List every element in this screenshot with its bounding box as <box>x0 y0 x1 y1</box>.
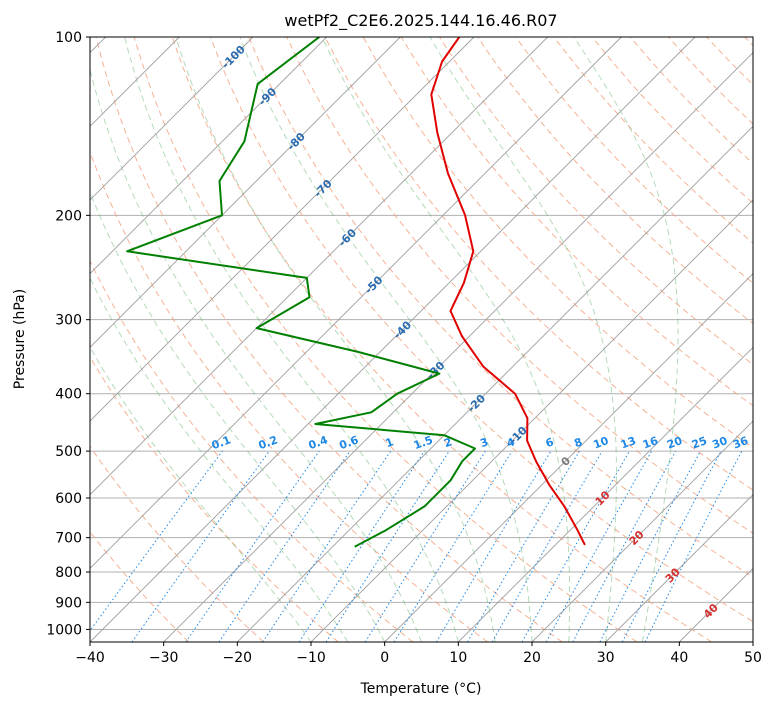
mixing-ratio-label: 0.1 <box>210 433 233 452</box>
y-tick-label: 200 <box>55 208 82 224</box>
mixing-ratio-line <box>185 450 320 642</box>
x-tick-label: 40 <box>670 650 688 666</box>
mixing-ratio-line <box>218 450 351 642</box>
y-tick-label: 100 <box>55 30 82 46</box>
moist-adiabat <box>90 277 349 642</box>
moist-adiabat <box>90 67 422 642</box>
dry-adiabats <box>90 37 753 642</box>
isotherm-line <box>90 37 475 422</box>
isotherm-line <box>237 125 753 642</box>
dewpoint-profile-line <box>126 37 476 548</box>
mixing-ratio-lines <box>90 450 743 642</box>
mixing-ratio-line <box>131 450 270 642</box>
dry-adiabat <box>210 37 753 623</box>
mixing-ratio-label: 8 <box>572 435 584 450</box>
y-axis-label: Pressure (hPa) <box>12 289 28 389</box>
mixing-ratio-line <box>325 450 450 642</box>
y-tick-label: 500 <box>55 444 82 460</box>
dry-adiabat <box>515 37 753 284</box>
isotherm-line <box>384 273 753 642</box>
isotherm-line <box>90 37 327 275</box>
isotherm-line <box>458 346 753 642</box>
dry-adiabat <box>90 356 339 642</box>
x-tick-label: 30 <box>597 650 615 666</box>
pressure-gridlines <box>90 37 753 630</box>
isotherm-line <box>605 494 753 642</box>
moist-adiabat <box>573 37 679 642</box>
x-tick-label: 20 <box>523 650 541 666</box>
mixing-ratio-line <box>298 450 425 642</box>
x-tick-label: −20 <box>223 650 253 666</box>
isotherm-line <box>163 52 753 642</box>
moist-adiabat <box>90 190 386 642</box>
isotherm-line <box>90 37 401 348</box>
moist-adiabat <box>239 37 533 642</box>
mixing-ratio-label: 1.5 <box>412 433 435 452</box>
isotherm-line <box>90 37 696 642</box>
y-tick-label: 800 <box>55 565 82 581</box>
x-tick-label: 0 <box>380 650 389 666</box>
isotherm-line <box>90 37 548 496</box>
mixing-ratio-label: 16 <box>641 434 660 452</box>
mixing-ratio-labels: 0.1 0.2 0.4 0.6 1 1.5 2 3 4 6 8 10 13 16 20 25 30 36 <box>210 433 750 452</box>
sounding-profiles <box>126 37 586 548</box>
mixing-ratio-line <box>262 450 392 642</box>
dry-adiabat <box>133 37 638 642</box>
dry-adiabat <box>286 37 753 534</box>
isotherm-line <box>310 199 753 642</box>
mixing-ratio-label: 4 <box>505 435 517 450</box>
mixing-ratio-label: 30 <box>710 434 729 452</box>
plot-frame <box>89 36 754 643</box>
dry-adiabat <box>90 259 414 642</box>
moist-adiabat <box>124 37 459 642</box>
mixing-ratio-line <box>644 450 743 642</box>
isotherm-line <box>90 37 254 201</box>
dry-adiabat <box>324 37 753 491</box>
y-axis-ticks: 100 200 300 400 500 600 700 800 900 1000 <box>46 30 90 638</box>
x-tick-label: −40 <box>75 650 105 666</box>
y-tick-label: 900 <box>55 595 82 611</box>
mixing-ratio-line <box>393 450 513 642</box>
y-tick-label: 400 <box>55 387 82 403</box>
y-tick-label: 700 <box>55 531 82 547</box>
chart-title: wetPf2_C2E6.2025.144.16.46.R07 <box>284 11 557 31</box>
x-tick-label: 50 <box>744 650 762 666</box>
temperature-profile-line <box>430 37 586 546</box>
y-tick-label: 300 <box>55 313 82 329</box>
mixing-ratio-label: 25 <box>690 434 709 451</box>
mixing-ratio-line <box>521 450 630 642</box>
x-tick-label: 10 <box>449 650 467 666</box>
skewed-isotherms <box>90 37 753 642</box>
dry-adiabat <box>95 37 563 642</box>
mixing-ratio-label: 10 <box>592 434 611 452</box>
mixing-ratio-label: 2 <box>442 435 454 450</box>
mixing-ratio-label: 13 <box>619 434 638 451</box>
isotherm-line <box>531 420 753 642</box>
mixing-ratio-line <box>90 450 223 632</box>
x-axis-ticks: −40 −30 −20 −10 0 10 20 30 40 50 <box>75 642 762 666</box>
mixing-ratio-label: 0.6 <box>338 433 361 452</box>
y-tick-label: 1000 <box>46 622 82 638</box>
x-axis-label: Temperature (°C) <box>360 681 482 697</box>
mixing-ratio-label: 0.2 <box>257 433 280 452</box>
mixing-ratio-line <box>572 450 677 642</box>
moist-adiabat <box>175 37 496 642</box>
mixing-ratio-label: 0.4 <box>307 433 330 452</box>
mixing-ratio-label: 3 <box>478 435 490 450</box>
dry-adiabat <box>171 37 712 642</box>
mixing-ratio-label: 36 <box>731 434 750 452</box>
y-tick-label: 600 <box>55 491 82 507</box>
isotherm-line <box>90 37 622 569</box>
mixing-ratio-label: 20 <box>665 434 684 452</box>
mixing-ratio-label: 6 <box>544 435 556 450</box>
mixing-ratio-line <box>545 450 653 642</box>
moist-adiabat <box>321 37 571 642</box>
mixing-ratio-label: 1 <box>384 435 396 450</box>
x-tick-label: −10 <box>296 650 326 666</box>
x-tick-label: −30 <box>149 650 179 666</box>
dry-adiabat <box>248 37 753 578</box>
moist-adiabat <box>429 37 617 642</box>
dry-adiabat <box>90 445 264 642</box>
